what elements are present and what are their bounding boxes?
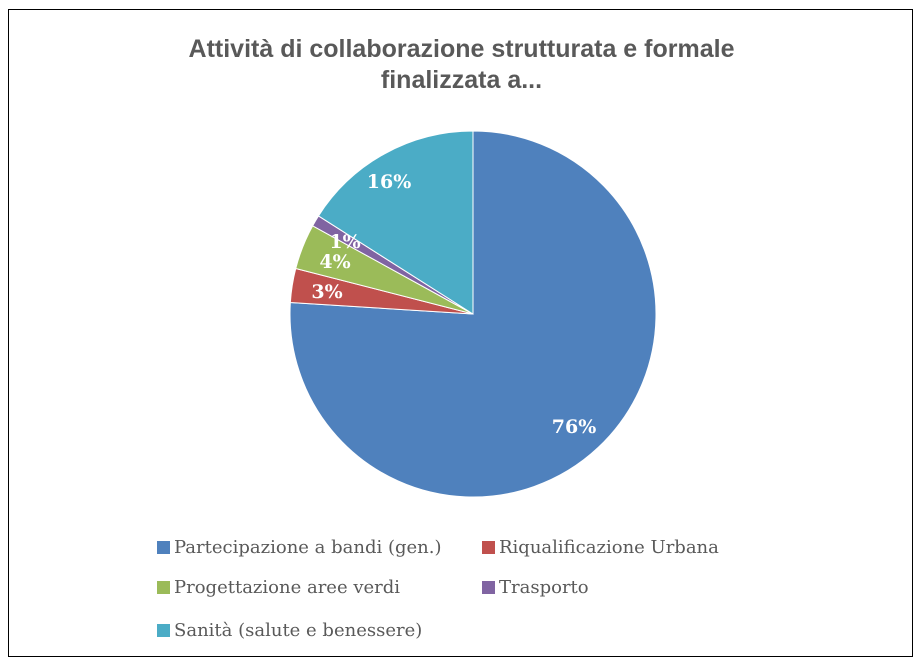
pie-data-label: 76% <box>552 416 597 438</box>
pie-slice <box>317 130 474 315</box>
chart-title: Attività di collaborazione strutturata e… <box>0 34 923 96</box>
pie-data-label: 16% <box>367 171 412 193</box>
chart-title-line-1: Attività di collaborazione strutturata e… <box>188 35 735 63</box>
pie-data-label: 4% <box>319 251 350 273</box>
pie-data-label: 3% <box>311 281 342 303</box>
pie-slice <box>289 130 657 498</box>
pie-slices <box>289 130 657 498</box>
chart-title-line-2: finalizzata a... <box>380 66 543 94</box>
pie-data-label: 1% <box>329 231 360 253</box>
pie-data-labels: 76% 3% 4%1% 16% <box>311 171 596 438</box>
